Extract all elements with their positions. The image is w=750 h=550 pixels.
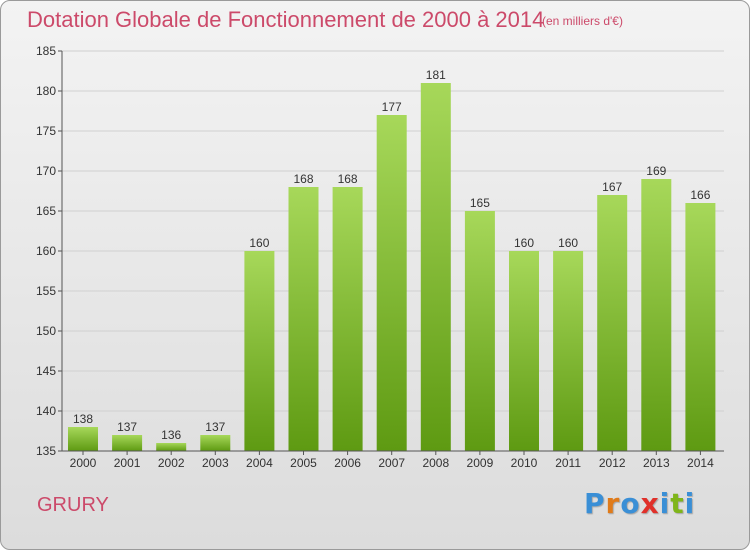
bar (68, 427, 98, 451)
x-tick-label: 2009 (467, 456, 494, 470)
bar (597, 195, 628, 451)
x-tick-label: 2010 (511, 456, 538, 470)
y-tick-label: 170 (36, 164, 56, 178)
data-label: 138 (73, 412, 93, 426)
data-label: 137 (205, 420, 225, 434)
data-label: 160 (249, 236, 269, 250)
bars (68, 83, 716, 451)
bar (288, 187, 319, 451)
bar (553, 251, 584, 451)
brand-letter: i (659, 487, 671, 520)
chart-unit: (en milliers d'€) (542, 14, 623, 28)
bar (200, 435, 231, 451)
bar (685, 203, 716, 451)
chart-title: Dotation Globale de Fonctionnement de 20… (27, 7, 545, 32)
brand-letter: x (640, 487, 660, 520)
brand-letter: r (605, 487, 621, 520)
labels: 135 140 145 150 155 160 165 170 175 180 185 138 2000… (36, 44, 714, 470)
data-label: 165 (470, 196, 490, 210)
x-tick-label: 2003 (202, 456, 229, 470)
data-label: 160 (514, 236, 534, 250)
x-tick-label: 2004 (246, 456, 273, 470)
x-tick-label: 2014 (687, 456, 714, 470)
x-tick-label: 2013 (643, 456, 670, 470)
data-label: 166 (690, 188, 710, 202)
bar (332, 187, 363, 451)
data-label: 160 (558, 236, 578, 250)
y-tick-label: 165 (36, 204, 56, 218)
bar (641, 179, 672, 451)
brand-letter: P (584, 487, 606, 520)
bar (112, 435, 143, 451)
data-label: 168 (293, 172, 313, 186)
y-tick-label: 160 (36, 244, 56, 258)
x-tick-label: 2000 (70, 456, 97, 470)
brand-letter: t (670, 487, 685, 520)
y-tick-label: 150 (36, 324, 56, 338)
y-tick-label: 140 (36, 404, 56, 418)
data-label: 167 (602, 180, 622, 194)
data-label: 168 (338, 172, 358, 186)
x-tick-label: 2012 (599, 456, 626, 470)
bar (376, 115, 407, 451)
bar (156, 443, 187, 451)
y-tick-label: 175 (36, 124, 56, 138)
brand-logo: Proxiti (584, 487, 695, 520)
x-tick-label: 2005 (290, 456, 317, 470)
y-tick-label: 135 (36, 444, 56, 458)
bar (464, 211, 495, 451)
x-tick-label: 2007 (378, 456, 405, 470)
axes (58, 50, 724, 455)
data-label: 177 (382, 100, 402, 114)
y-tick-label: 180 (36, 84, 56, 98)
x-tick-label: 2011 (555, 456, 581, 470)
bar (420, 83, 451, 451)
y-tick-label: 145 (36, 364, 56, 378)
x-tick-label: 2002 (158, 456, 185, 470)
place-name: GRURY (37, 494, 109, 516)
y-tick-label: 155 (36, 284, 56, 298)
data-label: 181 (426, 68, 446, 82)
x-tick-label: 2006 (334, 456, 361, 470)
data-label: 137 (117, 420, 137, 434)
x-tick-label: 2008 (422, 456, 449, 470)
x-tick-label: 2001 (114, 456, 141, 470)
y-tick-label: 185 (36, 44, 56, 58)
data-label: 136 (161, 428, 181, 442)
brand-letter: i (684, 487, 696, 520)
bar (244, 251, 275, 451)
brand-letter: o (620, 487, 641, 520)
bar (509, 251, 539, 451)
data-label: 169 (646, 164, 666, 178)
